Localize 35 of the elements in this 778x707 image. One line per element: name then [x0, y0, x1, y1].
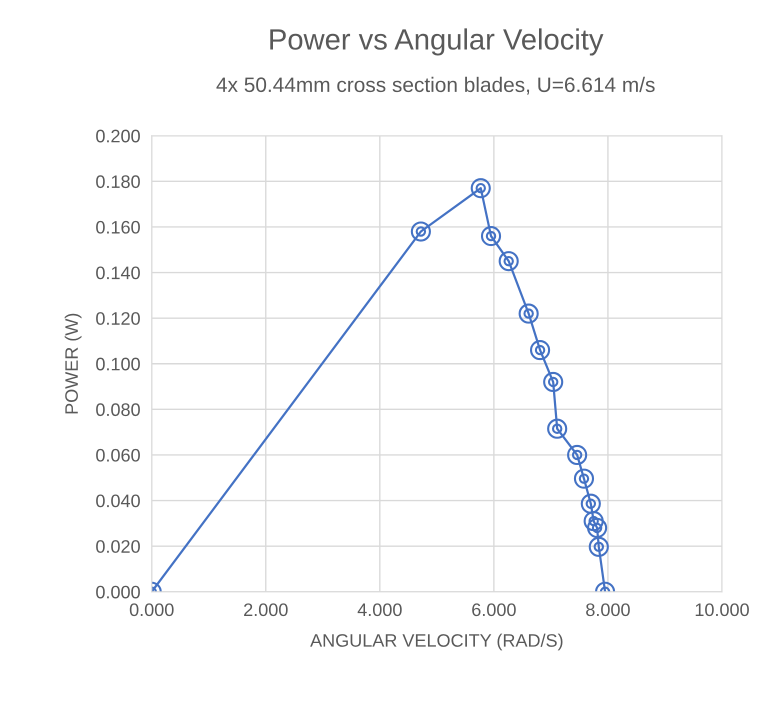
chart-subtitle: 4x 50.44mm cross section blades, U=6.614 m/s [216, 76, 655, 95]
y-axis-title: POWER (W) [64, 314, 82, 414]
x-tick-label: 6.000 [472, 603, 516, 616]
point [567, 444, 588, 466]
x-tick-label: 4.000 [358, 603, 402, 616]
y-tick-label: 0.140 [96, 266, 140, 280]
x-axis-title: ANGULAR VELOCITY (RAD/S) [310, 634, 562, 650]
y-tick-label: 0.040 [96, 494, 140, 508]
y-tick-label: 0.160 [96, 220, 140, 234]
point [410, 221, 431, 242]
y-tick-label: 0.000 [96, 586, 140, 598]
point [547, 418, 568, 439]
point [530, 340, 550, 360]
x-tick-label: 8.000 [586, 603, 630, 616]
y-tick-label: 0.200 [96, 130, 140, 142]
y-tick-label: 0.020 [96, 540, 140, 553]
y-tick-label: 0.080 [96, 403, 140, 416]
point [470, 178, 491, 198]
point [588, 536, 609, 557]
x-tick-label: 0.000 [130, 603, 174, 616]
point [543, 372, 564, 392]
point [574, 468, 594, 489]
y-tick-label: 0.060 [96, 448, 140, 462]
y-tick-label: 0.120 [96, 312, 140, 325]
point [580, 494, 601, 514]
y-tick-label: 0.180 [96, 175, 140, 188]
x-tick-label: 2.000 [244, 603, 288, 616]
point [587, 518, 608, 538]
point [518, 304, 539, 324]
x-tick-label: 10.000 [696, 603, 749, 616]
point [480, 226, 502, 246]
chart-title: Power vs Angular Velocity [270, 28, 604, 56]
y-tick-label: 0.100 [96, 358, 140, 370]
point [498, 251, 519, 272]
point [584, 511, 604, 532]
